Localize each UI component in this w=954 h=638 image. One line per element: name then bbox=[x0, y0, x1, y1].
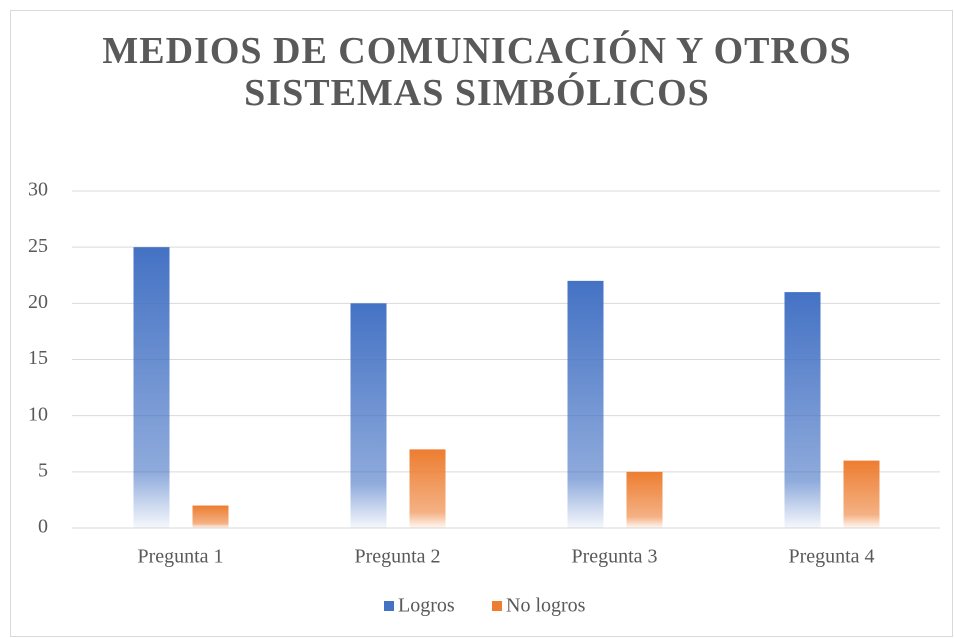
bar bbox=[843, 460, 880, 528]
y-tick-label: 15 bbox=[28, 347, 48, 369]
legend-label: Logros bbox=[398, 595, 455, 617]
legend-marker bbox=[492, 601, 502, 611]
bar bbox=[133, 247, 170, 528]
legend-marker bbox=[384, 601, 394, 611]
y-tick-label: 25 bbox=[28, 235, 48, 257]
y-tick-label: 10 bbox=[28, 403, 48, 425]
bar bbox=[567, 280, 604, 528]
bar bbox=[192, 505, 229, 528]
y-tick-label: 5 bbox=[38, 459, 48, 481]
x-tick-label: Pregunta 4 bbox=[788, 546, 874, 568]
bar bbox=[409, 449, 446, 528]
chart-title: MEDIOS DE COMUNICACIÓN Y OTROS SISTEMAS … bbox=[102, 30, 852, 114]
y-tick-label: 30 bbox=[28, 179, 48, 201]
bar bbox=[350, 303, 387, 528]
y-tick-label: 20 bbox=[28, 291, 48, 313]
x-tick-label: Pregunta 1 bbox=[137, 546, 223, 568]
bar bbox=[784, 292, 821, 528]
x-tick-label: Pregunta 3 bbox=[571, 546, 657, 568]
y-tick-label: 0 bbox=[38, 516, 48, 538]
chart-border bbox=[10, 10, 953, 637]
x-tick-label: Pregunta 2 bbox=[354, 546, 440, 568]
bar bbox=[626, 471, 663, 528]
legend-label: No logros bbox=[506, 595, 586, 617]
